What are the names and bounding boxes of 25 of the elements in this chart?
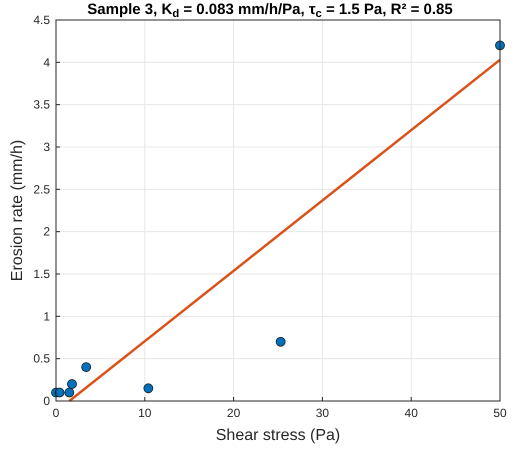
x-tick-label: 50 <box>493 406 507 420</box>
y-axis-title: Erosion rate (mm/h) <box>9 140 26 282</box>
y-tick-label: 2.5 <box>33 182 50 196</box>
y-tick-label: 4 <box>43 55 50 70</box>
y-tick-label: 0.5 <box>33 352 50 366</box>
y-tick-label: 3.5 <box>33 98 50 112</box>
x-tick-label: 0 <box>52 406 60 420</box>
x-tick-label: 20 <box>226 406 241 420</box>
point <box>143 383 154 394</box>
y-tick-label: 4.5 <box>33 13 50 27</box>
point <box>64 388 74 398</box>
y-tick-label: 1 <box>43 309 50 324</box>
point <box>81 362 92 372</box>
x-tick-label: 40 <box>404 406 418 420</box>
chart-title: Sample 3, K$_{d}$ = 0.083 mm/h/Pa, τ$_{c}$ = 1.5 Pa, R² = 0.85 <box>87 1 453 20</box>
y-tick-label: 3 <box>43 140 50 154</box>
x-tick-label: 10 <box>138 406 152 420</box>
x-axis-title: Shear stress (Pa) <box>216 427 340 444</box>
y-tick-label: 0 <box>43 394 50 408</box>
point <box>67 379 77 389</box>
x-tick-label: 30 <box>316 406 330 420</box>
y-tick-label: 2 <box>43 224 50 239</box>
point <box>276 336 286 347</box>
y-tick-label: 1.5 <box>33 267 50 281</box>
point <box>54 388 64 398</box>
